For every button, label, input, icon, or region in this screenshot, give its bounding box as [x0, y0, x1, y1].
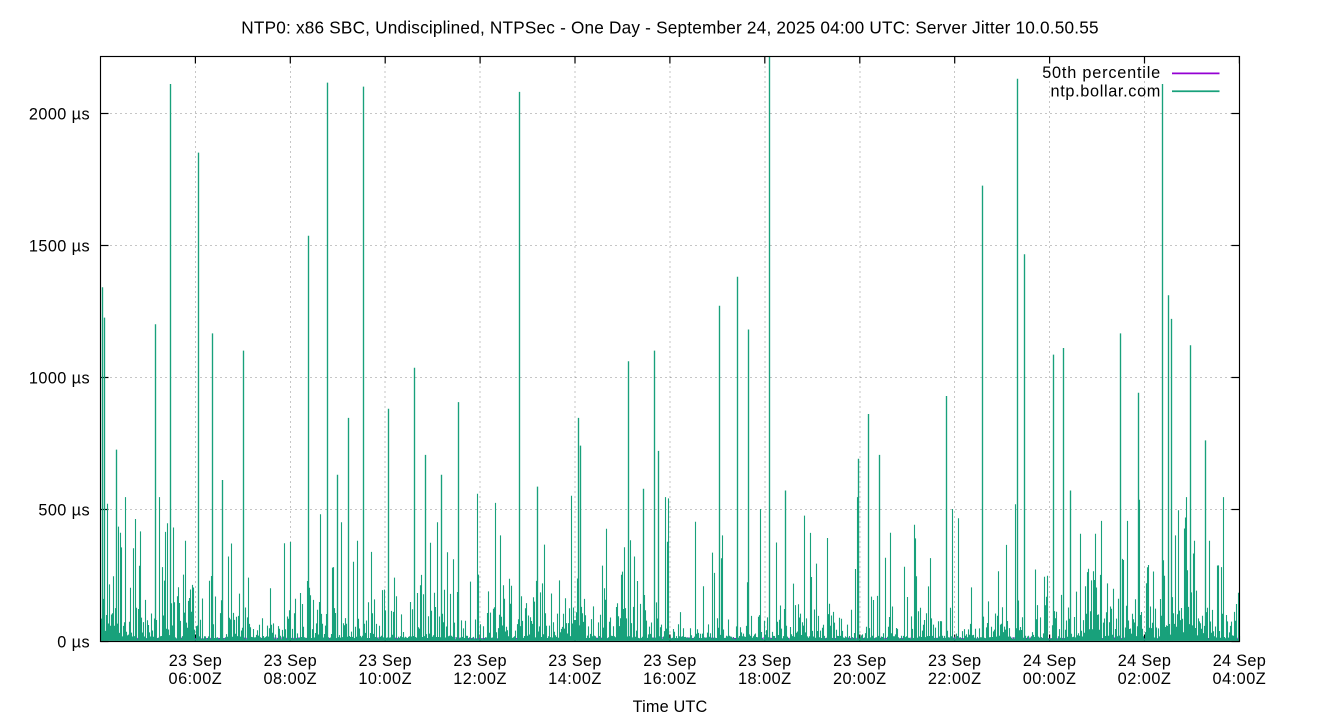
svg-text:23 Sep: 23 Sep	[738, 652, 791, 670]
svg-text:14:00Z: 14:00Z	[548, 670, 602, 688]
svg-text:2000 µs: 2000 µs	[29, 105, 90, 123]
svg-text:12:00Z: 12:00Z	[453, 670, 507, 688]
svg-text:23 Sep: 23 Sep	[264, 652, 317, 670]
svg-text:Time UTC: Time UTC	[633, 698, 708, 716]
svg-text:23 Sep: 23 Sep	[643, 652, 696, 670]
svg-text:20:00Z: 20:00Z	[833, 670, 887, 688]
svg-text:ntp.bollar.com: ntp.bollar.com	[1051, 82, 1161, 100]
svg-text:0 µs: 0 µs	[57, 633, 90, 651]
svg-text:23 Sep: 23 Sep	[833, 652, 886, 670]
svg-text:24 Sep: 24 Sep	[1213, 652, 1266, 670]
svg-text:02:00Z: 02:00Z	[1118, 670, 1172, 688]
svg-text:50th percentile: 50th percentile	[1042, 64, 1161, 82]
svg-text:10:00Z: 10:00Z	[358, 670, 412, 688]
svg-text:08:00Z: 08:00Z	[263, 670, 317, 688]
svg-text:23 Sep: 23 Sep	[548, 652, 601, 670]
svg-text:1000 µs: 1000 µs	[29, 369, 90, 387]
svg-text:18:00Z: 18:00Z	[738, 670, 792, 688]
svg-text:23 Sep: 23 Sep	[169, 652, 222, 670]
svg-text:16:00Z: 16:00Z	[643, 670, 697, 688]
svg-text:24 Sep: 24 Sep	[1023, 652, 1076, 670]
svg-text:500 µs: 500 µs	[38, 501, 90, 519]
svg-text:NTP0: x86 SBC, Undisciplined,: NTP0: x86 SBC, Undisciplined, NTPSec - O…	[241, 18, 1098, 38]
svg-text:23 Sep: 23 Sep	[928, 652, 981, 670]
svg-text:23 Sep: 23 Sep	[358, 652, 411, 670]
svg-text:06:00Z: 06:00Z	[169, 670, 223, 688]
svg-text:00:00Z: 00:00Z	[1023, 670, 1077, 688]
svg-text:04:00Z: 04:00Z	[1213, 670, 1267, 688]
svg-text:1500 µs: 1500 µs	[29, 237, 90, 255]
svg-text:24 Sep: 24 Sep	[1118, 652, 1171, 670]
svg-text:22:00Z: 22:00Z	[928, 670, 982, 688]
svg-text:23 Sep: 23 Sep	[453, 652, 506, 670]
